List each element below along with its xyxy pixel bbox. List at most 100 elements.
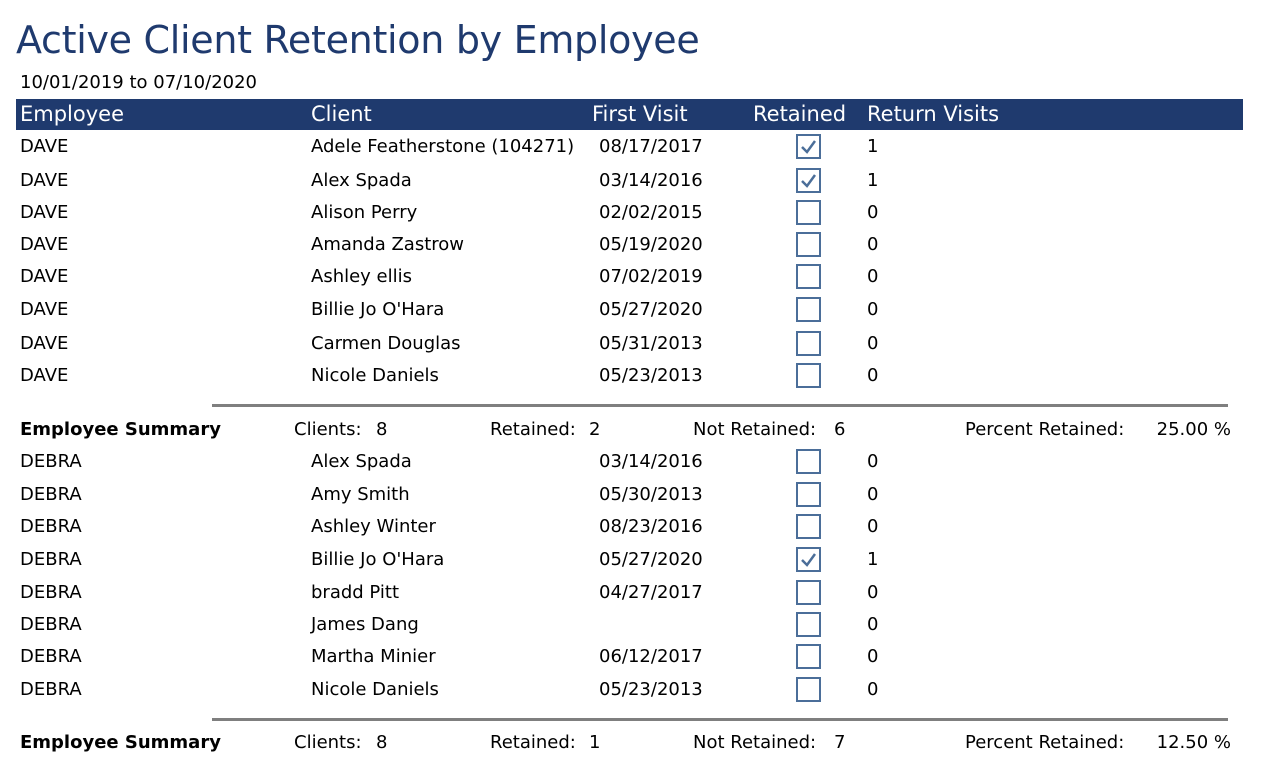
- employee-cell: DAVE: [20, 136, 69, 157]
- client-cell: Carmen Douglas: [311, 333, 461, 354]
- retained-checkbox: [796, 612, 821, 637]
- table-row: DEBRA James Dang 0: [0, 610, 1262, 642]
- client-cell: Nicole Daniels: [311, 365, 439, 386]
- employee-cell: DAVE: [20, 365, 69, 386]
- first-visit-cell: 08/23/2016: [599, 516, 703, 537]
- table-row: DEBRA Ashley Winter 08/23/2016 0: [0, 512, 1262, 544]
- retained-checkbox: [796, 200, 821, 225]
- employee-cell: DEBRA: [20, 614, 82, 635]
- return-visits-cell: 0: [867, 451, 879, 472]
- first-visit-cell: 02/02/2015: [599, 202, 703, 223]
- client-cell: Ashley ellis: [311, 266, 413, 287]
- summary-divider: [212, 718, 1228, 721]
- first-visit-cell: 06/12/2017: [599, 646, 703, 667]
- table-row: DAVE Alison Perry 02/02/2015 0: [0, 198, 1262, 230]
- employee-cell: DAVE: [20, 202, 69, 223]
- column-header-retained: Retained: [753, 102, 847, 126]
- table-row: DEBRA Martha Minier 06/12/2017 0: [0, 642, 1262, 674]
- summary-retained-label: Retained:: [490, 419, 576, 440]
- column-header-client: Client: [311, 102, 372, 126]
- first-visit-cell: 05/27/2020: [599, 549, 703, 570]
- summary-not-retained-label: Not Retained:: [693, 732, 817, 753]
- summary-retained-value: 2: [589, 419, 601, 440]
- client-cell: Alex Spada: [311, 451, 412, 472]
- retained-checkbox: [796, 134, 821, 159]
- summary-clients-label: Clients:: [294, 732, 362, 753]
- retained-checkbox: [796, 514, 821, 539]
- client-cell: Adele Featherstone (104271): [311, 136, 575, 157]
- client-cell: Ashley Winter: [311, 516, 436, 537]
- first-visit-cell: 04/27/2017: [599, 582, 703, 603]
- table-row: DEBRA Billie Jo O'Hara 05/27/2020 1: [0, 545, 1262, 577]
- first-visit-cell: 05/23/2013: [599, 365, 703, 386]
- client-cell: Billie Jo O'Hara: [311, 299, 445, 320]
- return-visits-cell: 0: [867, 299, 879, 320]
- table-row: DAVE Alex Spada 03/14/2016 1: [0, 166, 1262, 198]
- return-visits-cell: 1: [867, 170, 879, 191]
- client-cell: Billie Jo O'Hara: [311, 549, 445, 570]
- summary-title: Employee Summary: [20, 419, 221, 440]
- employee-cell: DAVE: [20, 170, 69, 191]
- employee-summary: Employee Summary Clients: 8 Retained: 1 …: [0, 728, 1262, 758]
- return-visits-cell: 0: [867, 516, 879, 537]
- return-visits-cell: 0: [867, 365, 879, 386]
- client-cell: Alex Spada: [311, 170, 412, 191]
- table-row: DAVE Amanda Zastrow 05/19/2020 0: [0, 230, 1262, 262]
- summary-clients-value: 8: [376, 732, 388, 753]
- employee-summary: Employee Summary Clients: 8 Retained: 2 …: [0, 415, 1262, 445]
- employee-cell: DEBRA: [20, 679, 82, 700]
- return-visits-cell: 1: [867, 549, 879, 570]
- employee-cell: DEBRA: [20, 582, 82, 603]
- employee-cell: DEBRA: [20, 451, 82, 472]
- first-visit-cell: 05/23/2013: [599, 679, 703, 700]
- retained-checkbox: [796, 644, 821, 669]
- first-visit-cell: 05/30/2013: [599, 484, 703, 505]
- client-cell: Alison Perry: [311, 202, 418, 223]
- client-cell: bradd Pitt: [311, 582, 400, 603]
- employee-cell: DAVE: [20, 333, 69, 354]
- return-visits-cell: 1: [867, 136, 879, 157]
- retained-checkbox: [796, 449, 821, 474]
- table-row: DEBRA bradd Pitt 04/27/2017 0: [0, 578, 1262, 610]
- return-visits-cell: 0: [867, 333, 879, 354]
- client-cell: Martha Minier: [311, 646, 436, 667]
- summary-retained-label: Retained:: [490, 732, 576, 753]
- summary-percent-label: Percent Retained:: [965, 419, 1125, 440]
- checkmark-icon: [801, 140, 817, 154]
- return-visits-cell: 0: [867, 646, 879, 667]
- return-visits-cell: 0: [867, 679, 879, 700]
- return-visits-cell: 0: [867, 582, 879, 603]
- column-header-bar: Employee Client First Visit Retained Ret…: [16, 99, 1243, 130]
- checkmark-icon: [801, 553, 817, 567]
- summary-percent-value: 25.00 %: [1156, 419, 1231, 440]
- summary-title: Employee Summary: [20, 732, 221, 753]
- first-visit-cell: 03/14/2016: [599, 170, 703, 191]
- first-visit-cell: 05/31/2013: [599, 333, 703, 354]
- client-cell: James Dang: [311, 614, 419, 635]
- table-row: DEBRA Amy Smith 05/30/2013 0: [0, 480, 1262, 512]
- employee-cell: DEBRA: [20, 484, 82, 505]
- retained-checkbox: [796, 580, 821, 605]
- table-row: DAVE Nicole Daniels 05/23/2013 0: [0, 361, 1262, 393]
- client-cell: Amy Smith: [311, 484, 410, 505]
- return-visits-cell: 0: [867, 484, 879, 505]
- return-visits-cell: 0: [867, 202, 879, 223]
- summary-clients-value: 8: [376, 419, 388, 440]
- summary-retained-value: 1: [589, 732, 601, 753]
- column-header-employee: Employee: [20, 102, 125, 126]
- column-header-first-visit: First Visit: [592, 102, 688, 126]
- summary-not-retained-label: Not Retained:: [693, 419, 817, 440]
- return-visits-cell: 0: [867, 614, 879, 635]
- table-row: DEBRA Nicole Daniels 05/23/2013 0: [0, 675, 1262, 707]
- checkmark-icon: [801, 174, 817, 188]
- first-visit-cell: 07/02/2019: [599, 266, 703, 287]
- first-visit-cell: 05/19/2020: [599, 234, 703, 255]
- first-visit-cell: 08/17/2017: [599, 136, 703, 157]
- first-visit-cell: 05/27/2020: [599, 299, 703, 320]
- table-row: DAVE Adele Featherstone (104271) 08/17/2…: [0, 132, 1262, 164]
- retained-checkbox: [796, 264, 821, 289]
- summary-divider: [212, 404, 1228, 407]
- column-header-return-visits: Return Visits: [867, 102, 1000, 126]
- retained-checkbox: [796, 547, 821, 572]
- employee-cell: DAVE: [20, 234, 69, 255]
